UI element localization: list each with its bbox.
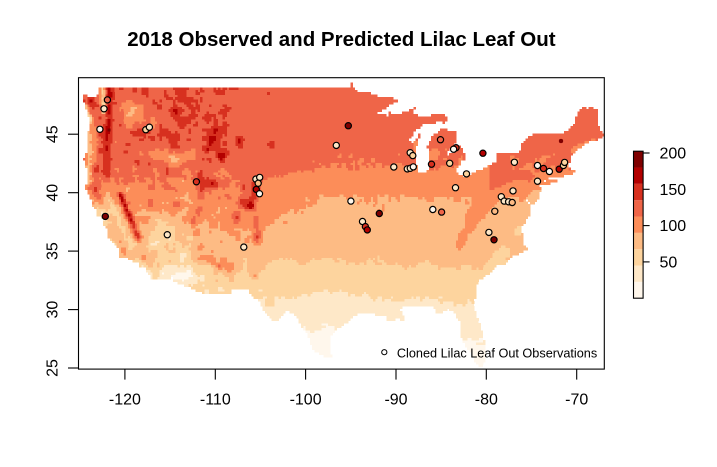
svg-text:-80: -80 [475, 391, 498, 408]
svg-text:2018 Observed and Predicted Li: 2018 Observed and Predicted Lilac Leaf O… [127, 28, 556, 51]
svg-text:-120: -120 [109, 391, 141, 408]
svg-text:-110: -110 [200, 391, 231, 408]
svg-text:50: 50 [660, 254, 678, 271]
svg-text:100: 100 [660, 218, 687, 235]
svg-text:150: 150 [660, 182, 687, 199]
svg-text:40: 40 [45, 184, 62, 202]
svg-text:45: 45 [45, 125, 62, 143]
svg-text:30: 30 [45, 301, 62, 319]
svg-text:-90: -90 [384, 391, 407, 408]
svg-text:-70: -70 [565, 391, 588, 408]
svg-text:Cloned Lilac Leaf Out Observat: Cloned Lilac Leaf Out Observations [397, 347, 597, 361]
svg-text:35: 35 [45, 242, 62, 260]
svg-text:-100: -100 [290, 391, 322, 408]
svg-text:200: 200 [660, 146, 687, 163]
svg-text:25: 25 [45, 359, 62, 377]
